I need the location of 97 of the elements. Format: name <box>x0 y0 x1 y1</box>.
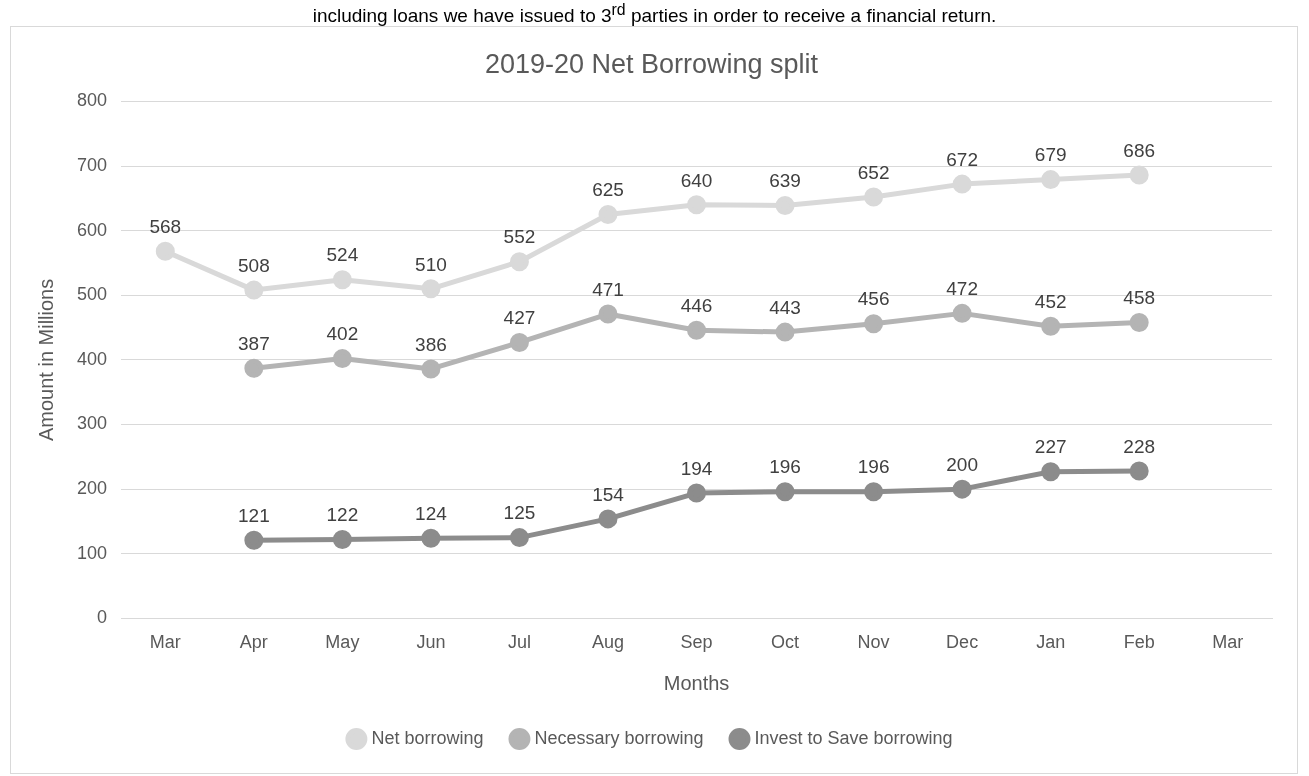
point <box>598 509 618 529</box>
point <box>155 241 175 261</box>
data-label: 686 <box>1123 139 1156 161</box>
y-tick-label: 500 <box>76 284 108 305</box>
data-label: 427 <box>503 307 536 329</box>
data-label: 672 <box>946 148 978 170</box>
data-label: 552 <box>503 226 536 248</box>
x-tick-label: Mar <box>149 632 181 653</box>
data-label: 194 <box>680 457 713 479</box>
data-label: 228 <box>1123 435 1156 457</box>
data-label: 402 <box>326 323 359 345</box>
y-tick-label: 800 <box>76 90 108 111</box>
point <box>687 320 707 340</box>
x-tick-label: Dec <box>946 632 979 653</box>
point <box>1041 170 1061 190</box>
data-label: 524 <box>326 244 359 266</box>
y-tick-label: 300 <box>76 413 108 434</box>
y-tick-label: 0 <box>97 607 108 628</box>
data-label: 122 <box>326 504 359 526</box>
data-label: 386 <box>415 333 447 355</box>
x-tick-label: May <box>325 632 360 653</box>
x-tick-label: Jun <box>416 632 446 653</box>
x-tick-label: Apr <box>239 632 268 653</box>
data-label: 456 <box>857 288 890 310</box>
data-label: 200 <box>946 453 978 475</box>
x-tick-label: Nov <box>857 632 890 653</box>
data-label: 125 <box>503 502 536 524</box>
x-axis-title: Months <box>663 671 730 694</box>
data-label: 443 <box>769 296 801 318</box>
point <box>509 332 529 352</box>
point <box>1129 461 1149 481</box>
point <box>775 322 795 342</box>
x-tick-label: Jan <box>1036 632 1066 653</box>
data-label: 625 <box>592 179 624 201</box>
data-label: 508 <box>237 254 270 276</box>
data-label: 154 <box>592 483 625 505</box>
point <box>509 528 529 548</box>
point <box>952 174 972 194</box>
point <box>598 304 618 324</box>
chart-title: 2019-20 Net Borrowing split <box>484 48 819 79</box>
point <box>509 252 529 272</box>
x-tick-label: Aug <box>591 632 624 653</box>
data-label: 568 <box>149 216 182 238</box>
data-label: 652 <box>857 161 890 183</box>
legend-label: Net borrowing <box>371 727 484 748</box>
x-tick-label: Feb <box>1123 632 1155 653</box>
y-tick-label: 400 <box>76 348 108 369</box>
point <box>864 187 884 207</box>
legend-label: Necessary borrowing <box>534 727 704 748</box>
point <box>687 483 707 503</box>
data-label: 472 <box>946 278 978 300</box>
point <box>952 303 972 323</box>
y-tick-label: 200 <box>76 478 108 499</box>
data-label: 679 <box>1034 144 1067 166</box>
point <box>864 314 884 334</box>
data-label: 196 <box>769 456 801 478</box>
point <box>332 270 352 290</box>
point <box>1129 165 1149 185</box>
x-tick-label: Oct <box>771 632 800 653</box>
point <box>332 530 352 550</box>
point <box>775 482 795 502</box>
data-label: 639 <box>769 170 801 192</box>
data-label: 510 <box>415 253 447 275</box>
point <box>421 359 441 379</box>
legend-label: Invest to Save borrowing <box>754 727 953 748</box>
data-label: 471 <box>592 278 624 300</box>
x-tick-label: Jul <box>507 632 531 653</box>
data-label: 387 <box>237 333 270 355</box>
point <box>421 279 441 299</box>
data-label: 121 <box>237 504 270 526</box>
y-axis-title: Amount in Millions <box>34 278 57 442</box>
x-tick-label: Sep <box>680 632 713 653</box>
data-label: 446 <box>680 294 713 316</box>
point <box>244 358 264 378</box>
point <box>244 530 264 550</box>
data-label: 458 <box>1123 287 1156 309</box>
y-tick-label: 100 <box>76 542 108 563</box>
point <box>1129 312 1149 332</box>
data-label: 196 <box>857 456 890 478</box>
point <box>864 482 884 502</box>
y-tick-label: 700 <box>76 154 108 175</box>
data-label: 452 <box>1034 291 1067 313</box>
point <box>1041 316 1061 336</box>
point <box>775 195 795 215</box>
text: including loans we have issued to 3$^{rd}$ parties in order to receive a financial return. <box>311 0 998 27</box>
x-tick-label: Mar <box>1212 632 1244 653</box>
data-label: 227 <box>1034 436 1067 458</box>
point <box>244 280 264 300</box>
y-tick-label: 600 <box>76 219 108 240</box>
point <box>598 204 618 224</box>
point <box>332 349 352 369</box>
data-label: 640 <box>680 169 713 191</box>
data-label: 124 <box>415 503 448 524</box>
point <box>421 528 441 548</box>
point <box>952 479 972 499</box>
point <box>687 195 707 215</box>
point <box>1041 462 1061 482</box>
